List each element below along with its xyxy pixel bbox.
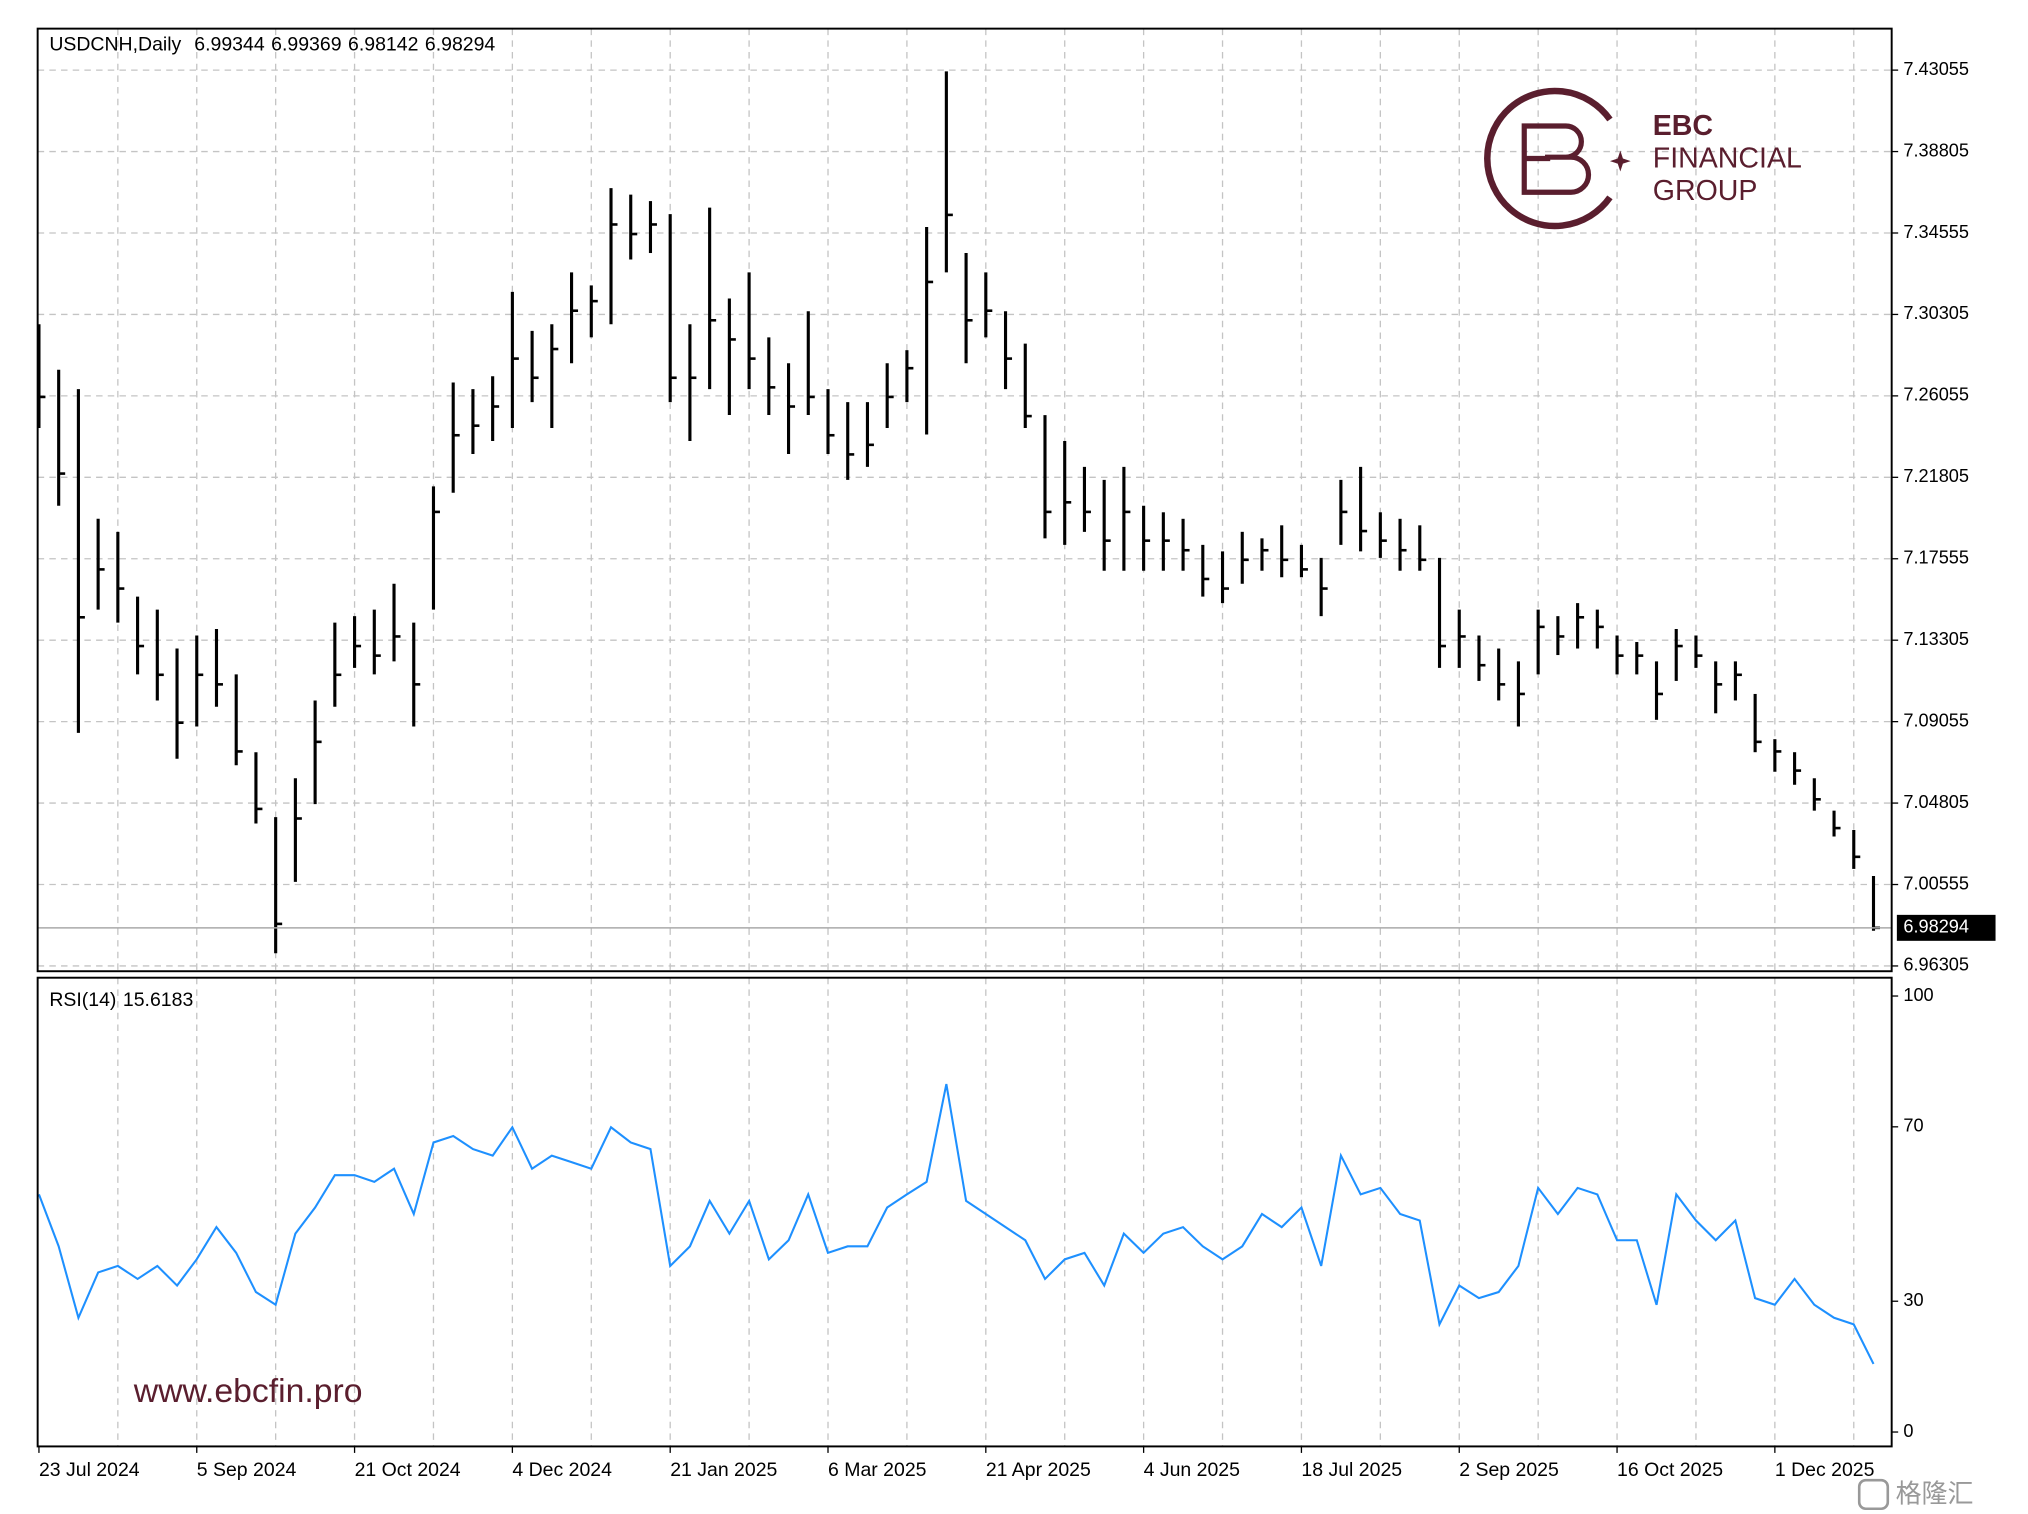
header-close: 6.98294 [425,34,496,56]
website: www.ebcfin.pro [133,1372,363,1410]
y-tick-label: 7.13305 [1903,629,1969,649]
y-tick-label: 7.43055 [1903,59,1969,79]
rsi-line [37,1083,1875,1365]
rsi-last: 15.6183 [123,989,193,1011]
header-high: 6.99369 [271,34,341,56]
x-tick-label: 16 Oct 2025 [1617,1459,1723,1481]
x-tick-label: 6 Mar 2025 [828,1459,927,1481]
last-price-box [1896,914,1996,941]
y-tick-label: 30 [1903,1290,1923,1310]
symbol: USDCNH,Daily [49,34,181,56]
x-tick-label: 4 Dec 2024 [512,1459,612,1481]
x-tick-label: 18 Jul 2025 [1301,1459,1402,1481]
rsi-name: RSI(14) [49,989,116,1011]
logo-ring [1484,87,1613,230]
y-tick-label: 7.26055 [1903,385,1969,405]
y-tick-label: 7.04805 [1903,792,1969,812]
y-tick-label: 7.17555 [1903,548,1969,568]
y-tick-label: 7.34555 [1903,222,1969,242]
x-tick-label: 21 Jan 2025 [670,1459,777,1481]
y-tick-label: 7.09055 [1903,710,1969,730]
y-tick-label: 6.96305 [1903,955,1969,975]
last-price-label: 6.98294 [1903,917,1969,937]
brand-line1: FINANCIAL [1653,142,1802,174]
header-open: 6.99344 [194,34,265,56]
watermark: 格隆汇 [1896,1479,1974,1509]
rsi-panel-frame [36,976,1893,1448]
y-tick-label: 0 [1903,1421,1913,1441]
x-tick-label: 1 Dec 2025 [1775,1459,1875,1481]
logo-mark [1521,123,1592,195]
x-tick-label: 21 Oct 2024 [355,1459,461,1481]
logo-star [1609,150,1631,172]
x-tick-label: 2 Sep 2025 [1459,1459,1559,1481]
y-tick-label: 7.21805 [1903,466,1969,486]
y-tick-label: 7.38805 [1903,140,1969,160]
grid-layer [37,28,1899,1453]
y-tick-label: 7.30305 [1903,303,1969,323]
rsi-header: RSI(14) 15.6183 [49,989,193,1011]
header-low: 6.98142 [348,34,418,56]
brand-line2: GROUP [1653,175,1758,207]
y-tick-label: 70 [1903,1116,1923,1136]
y-tick-label: 100 [1903,985,1933,1005]
price-panel-frame [36,27,1893,973]
logo: EBC FINANCIAL GROUP [1484,87,1802,230]
watermark-icon [1857,1478,1890,1511]
plot-layer [37,71,1892,1365]
y-tick-label: 7.00555 [1903,873,1969,893]
x-tick-label: 4 Jun 2025 [1144,1459,1241,1481]
x-tick-label: 21 Apr 2025 [986,1459,1091,1481]
x-tick-label: 5 Sep 2024 [197,1459,297,1481]
x-tick-label: 23 Jul 2024 [39,1459,140,1481]
brand: EBC [1653,110,1713,142]
price-header: USDCNH,Daily 6.99344 6.99369 6.98142 6.98294 [49,34,495,56]
